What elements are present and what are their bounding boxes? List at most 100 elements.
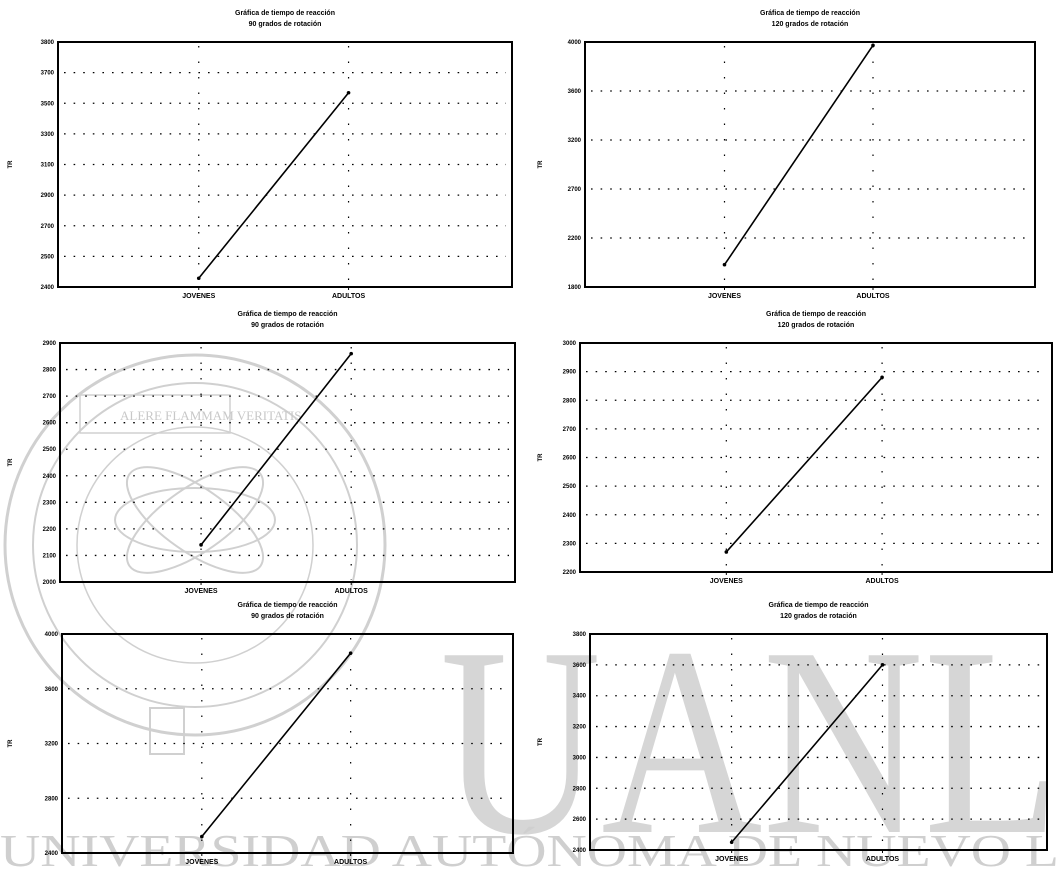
series-line: [201, 652, 352, 838]
x-category-label: JOVENES: [182, 293, 215, 300]
y-tick-label: 2700: [41, 224, 55, 230]
chart-1: Gráfica de tiempo de reacción 90 grados d…: [8, 10, 513, 300]
plot-area: [61, 633, 514, 854]
y-axis-label: TR: [538, 453, 544, 462]
data-point: [729, 840, 734, 845]
data-point: [349, 351, 354, 356]
y-tick-label: 2200: [568, 236, 582, 242]
y-tick-label: 2900: [41, 193, 55, 199]
y-tick-label: 3200: [45, 742, 59, 748]
data-point: [196, 276, 201, 281]
data-point: [880, 375, 884, 380]
y-tick-label: 2800: [43, 368, 57, 374]
y-tick-label: 2000: [43, 580, 57, 586]
chart-title: Gráfica de tiempo de reacción: [238, 311, 338, 318]
x-category-label: JOVENES: [708, 293, 741, 300]
x-category-label: JOVENES: [710, 578, 743, 585]
y-axis-label: TR: [538, 160, 544, 169]
y-tick-label: 2300: [563, 541, 577, 547]
y-tick-label: 2200: [563, 570, 577, 576]
y-tick-label: 2500: [43, 447, 57, 453]
plot-area: [57, 41, 513, 288]
plot-area: [59, 342, 516, 583]
y-tick-label: 3200: [573, 725, 587, 731]
data-point: [880, 663, 885, 667]
chart-subtitle: 90 grados de rotación: [249, 21, 322, 28]
series-line: [723, 44, 874, 266]
x-category-label: JOVENES: [185, 859, 218, 866]
chart-subtitle: 120 grados de rotación: [772, 21, 849, 28]
y-tick-label: 2700: [43, 394, 57, 400]
x-category-label: ADULTOS: [332, 293, 366, 300]
y-tick-label: 3500: [41, 101, 55, 107]
y-tick-label: 2700: [563, 427, 577, 433]
chart-title: Gráfica de tiempo de reacción: [766, 311, 866, 318]
y-axis-label: TR: [8, 739, 14, 748]
chart-subtitle: 120 grados de rotación: [778, 322, 855, 329]
y-tick-label: 3000: [573, 755, 587, 761]
plot-area: [579, 342, 1053, 573]
y-tick-label: 4000: [45, 632, 59, 638]
chart-2: Gráfica de tiempo de reacción 120 grados …: [538, 10, 1036, 300]
data-point: [724, 550, 729, 554]
chart-title: Gráfica de tiempo de reacción: [769, 602, 869, 609]
y-tick-label: 2400: [573, 848, 587, 854]
chart-title: Gráfica de tiempo de reacción: [238, 602, 338, 609]
y-tick-label: 2400: [563, 513, 577, 519]
plot-area: [584, 41, 1036, 288]
x-category-label: ADULTOS: [866, 856, 900, 863]
y-tick-label: 2600: [43, 421, 57, 427]
data-point: [348, 651, 353, 655]
plot-area: [589, 633, 1048, 851]
y-axis-label: TR: [8, 458, 14, 467]
x-category-label: ADULTOS: [335, 588, 369, 595]
chart-6: Gráfica de tiempo de reacción 120 grados …: [538, 602, 1048, 863]
y-tick-label: 2400: [45, 851, 59, 857]
chart-subtitle: 90 grados de rotación: [251, 613, 324, 620]
chart-subtitle: 120 grados de rotación: [780, 613, 857, 620]
data-point: [722, 262, 727, 267]
y-tick-label: 3700: [41, 71, 55, 77]
y-tick-label: 3300: [41, 132, 55, 138]
y-tick-label: 3200: [568, 138, 582, 144]
series-line: [725, 376, 883, 553]
x-category-label: ADULTOS: [865, 578, 899, 585]
y-tick-label: 3600: [568, 89, 582, 95]
x-category-label: JOVENES: [715, 856, 748, 863]
y-tick-label: 3600: [573, 663, 587, 669]
chart-title: Gráfica de tiempo de reacción: [760, 10, 860, 17]
y-tick-label: 3400: [573, 694, 587, 700]
y-tick-label: 2800: [573, 786, 587, 792]
x-category-label: JOVENES: [185, 588, 218, 595]
series-line: [200, 353, 352, 546]
x-category-label: ADULTOS: [334, 859, 368, 866]
y-tick-label: 2800: [45, 796, 59, 802]
y-tick-label: 2200: [43, 527, 57, 533]
y-tick-label: 3100: [41, 163, 55, 169]
data-point: [200, 834, 204, 839]
chart-3: Gráfica de tiempo de reacción 90 grados d…: [8, 311, 516, 595]
chart-subtitle: 90 grados de rotación: [251, 322, 324, 329]
chart-5: Gráfica de tiempo de reacción 90 grados d…: [8, 602, 514, 866]
data-point: [199, 543, 203, 547]
y-tick-label: 2500: [41, 254, 55, 260]
chart-title: Gráfica de tiempo de reacción: [235, 10, 335, 17]
y-axis-label: TR: [8, 160, 14, 169]
y-tick-label: 2300: [43, 500, 57, 506]
chart-4: Gráfica de tiempo de reacción 120 grados …: [538, 311, 1053, 585]
x-category-label: ADULTOS: [856, 293, 890, 300]
y-tick-label: 3600: [45, 687, 59, 693]
y-tick-label: 2800: [563, 398, 577, 404]
y-tick-label: 1800: [568, 285, 582, 291]
y-axis-label: TR: [538, 737, 544, 746]
y-tick-label: 3800: [573, 632, 587, 638]
y-tick-label: 2600: [563, 456, 577, 462]
y-tick-label: 3000: [563, 341, 577, 347]
data-point: [346, 90, 351, 95]
y-tick-label: 2400: [41, 285, 55, 291]
y-tick-label: 2400: [43, 474, 57, 480]
series-line: [198, 92, 350, 279]
y-tick-label: 4000: [568, 40, 582, 46]
y-tick-label: 2900: [563, 370, 577, 376]
